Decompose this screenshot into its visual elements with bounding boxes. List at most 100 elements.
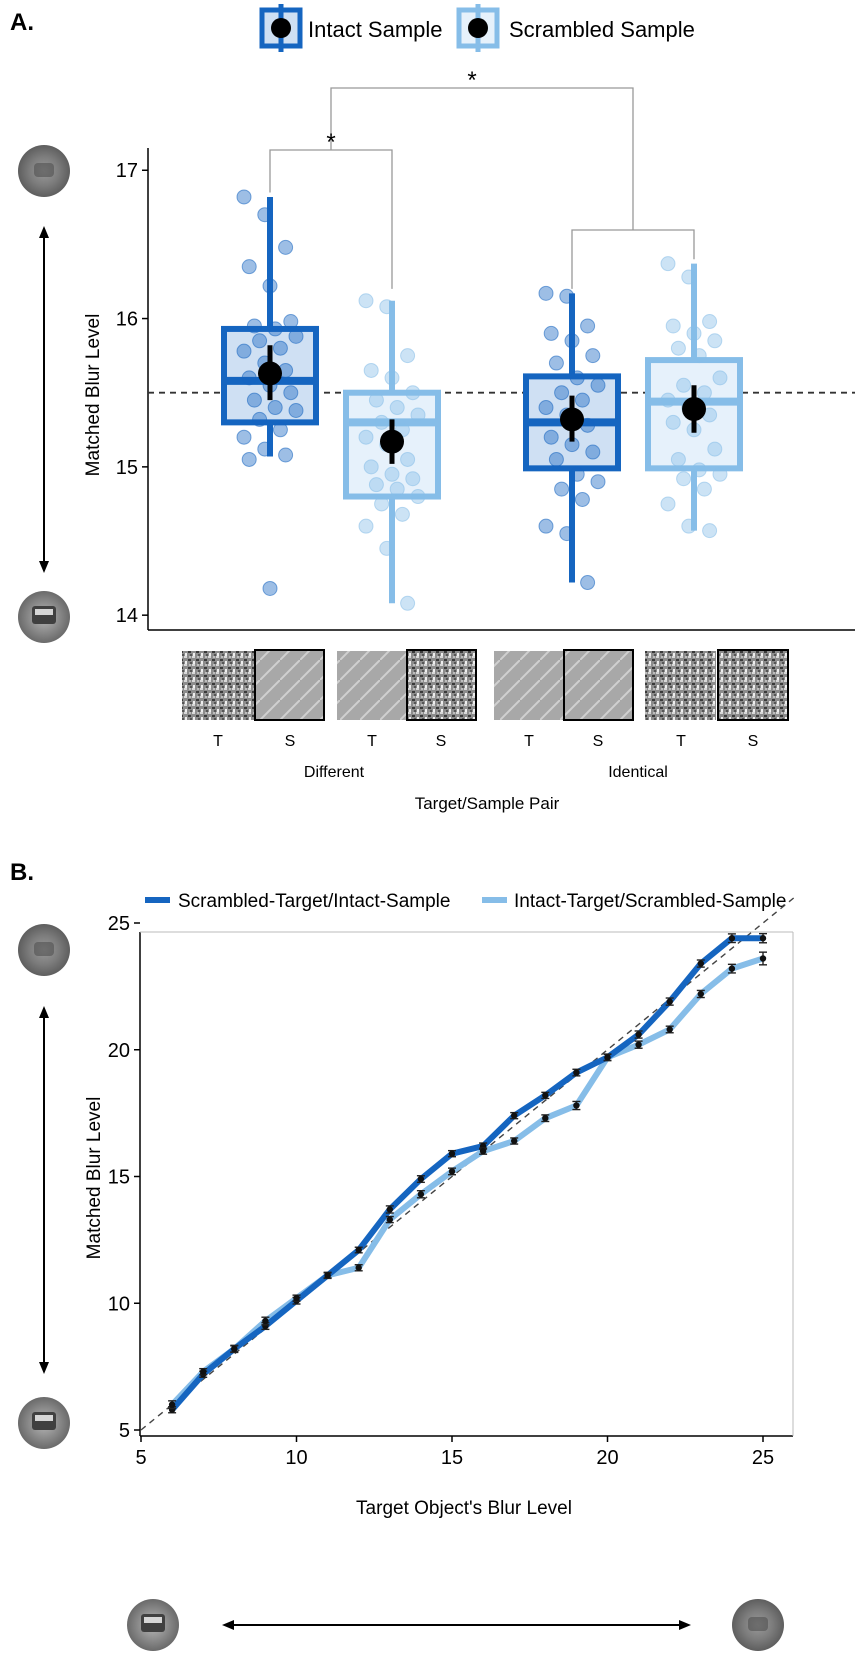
data-point (585, 444, 601, 460)
data-point (585, 348, 601, 364)
data-point (728, 935, 736, 942)
data-point (511, 1137, 518, 1145)
panel-a-x-axis-title: Target/Sample Pair (415, 794, 560, 813)
stimulus-intact-target (337, 651, 407, 720)
data-point (569, 466, 585, 482)
panel-a-y-axis-title: Matched Blur Level (83, 314, 104, 477)
data-point (542, 1092, 549, 1099)
mean-point (560, 407, 584, 432)
data-point (246, 392, 262, 408)
data-point (262, 580, 278, 596)
data-point (410, 407, 426, 423)
panel-a-legend: Intact Sample Scrambled Sample (259, 4, 695, 52)
series-line (169, 955, 766, 1408)
data-point (324, 1272, 331, 1279)
data-point (252, 411, 268, 427)
x-tick-label: 25 (752, 1447, 774, 1469)
data-point (543, 325, 559, 341)
ts-label: S (285, 733, 296, 750)
data-point (670, 451, 686, 467)
series-line (169, 935, 766, 1413)
data-point (676, 377, 692, 393)
panel-b: B. Scrambled-Target/Intact-Sample Intact… (10, 859, 795, 1651)
panel-b-y-axis-title: Matched Blur Level (84, 1097, 105, 1260)
stimulus-intact-sample (254, 649, 325, 721)
panel-a-boxplots (221, 189, 743, 611)
data-point (542, 1114, 549, 1122)
legend-key-intact (259, 4, 303, 52)
data-point (410, 489, 426, 505)
data-point (707, 441, 723, 457)
data-point (538, 285, 554, 301)
data-point (665, 318, 681, 334)
stimulus-thumbnails (182, 649, 789, 721)
data-point (384, 370, 400, 386)
data-point (267, 321, 283, 337)
mean-point (258, 361, 282, 386)
data-point (358, 518, 374, 534)
y-tick-label: 17 (116, 160, 138, 182)
data-point (386, 1206, 393, 1213)
data-point (278, 447, 294, 463)
data-point (479, 1147, 487, 1155)
data-point (252, 333, 268, 349)
data-point (666, 1026, 673, 1033)
mean-point (380, 429, 404, 454)
data-point (559, 288, 575, 304)
data-point (569, 370, 585, 386)
panel-b-axes: 5 10 15 20 25 5 10 15 20 25 (108, 897, 795, 1469)
data-point (635, 1041, 642, 1048)
data-point (168, 1401, 176, 1408)
data-point (262, 278, 278, 294)
data-point (400, 451, 416, 467)
data-point (200, 1368, 207, 1375)
data-point (278, 239, 294, 255)
panel-b-legend: Scrambled-Target/Intact-Sample Intact-Ta… (145, 891, 786, 912)
x-tick-label: 20 (596, 1447, 618, 1469)
panel-a-blur-indicator (18, 145, 70, 643)
data-point (635, 1031, 642, 1038)
data-point (554, 385, 570, 401)
data-point (236, 343, 252, 359)
bracket-identical (571, 229, 695, 289)
panel-b-blur-indicator-x (127, 1599, 784, 1651)
y-tick-label: 20 (108, 1040, 130, 1062)
ts-label: T (367, 733, 377, 750)
data-point (384, 466, 400, 482)
y-tick-label: 15 (108, 1167, 130, 1189)
data-point (548, 355, 564, 371)
data-point (417, 1175, 425, 1183)
data-point (379, 540, 395, 556)
data-point (363, 459, 379, 475)
data-point (665, 414, 681, 430)
stimulus-scrambled-target (645, 651, 716, 720)
data-point (574, 491, 590, 507)
data-point (564, 333, 580, 349)
data-point (272, 422, 288, 438)
panel-a-axes: 14 15 16 17 (116, 148, 855, 631)
data-point (448, 1168, 456, 1175)
ts-label: T (676, 733, 686, 750)
data-point (417, 1191, 425, 1198)
stimulus-scrambled-sample (406, 649, 477, 721)
mean-point (682, 397, 706, 422)
panel-b-label: B. (10, 859, 34, 886)
data-point (405, 385, 421, 401)
legend-label-series2: Intact-Target/Scrambled-Sample (514, 891, 786, 912)
data-point (559, 526, 575, 542)
data-point (538, 518, 554, 534)
data-point (573, 1102, 580, 1109)
data-point (355, 1246, 362, 1254)
data-point (554, 481, 570, 497)
y-tick-label: 5 (119, 1420, 130, 1442)
panel-b-x-axis-title: Target Object's Blur Level (356, 1498, 572, 1519)
panel-b-series (168, 932, 767, 1414)
data-point (696, 481, 712, 497)
y-tick-label: 10 (108, 1293, 130, 1315)
ts-label: T (524, 733, 534, 750)
data-point (363, 362, 379, 378)
group-label-different: Different (304, 764, 365, 781)
ts-label: S (748, 733, 759, 750)
data-point (511, 1112, 518, 1119)
